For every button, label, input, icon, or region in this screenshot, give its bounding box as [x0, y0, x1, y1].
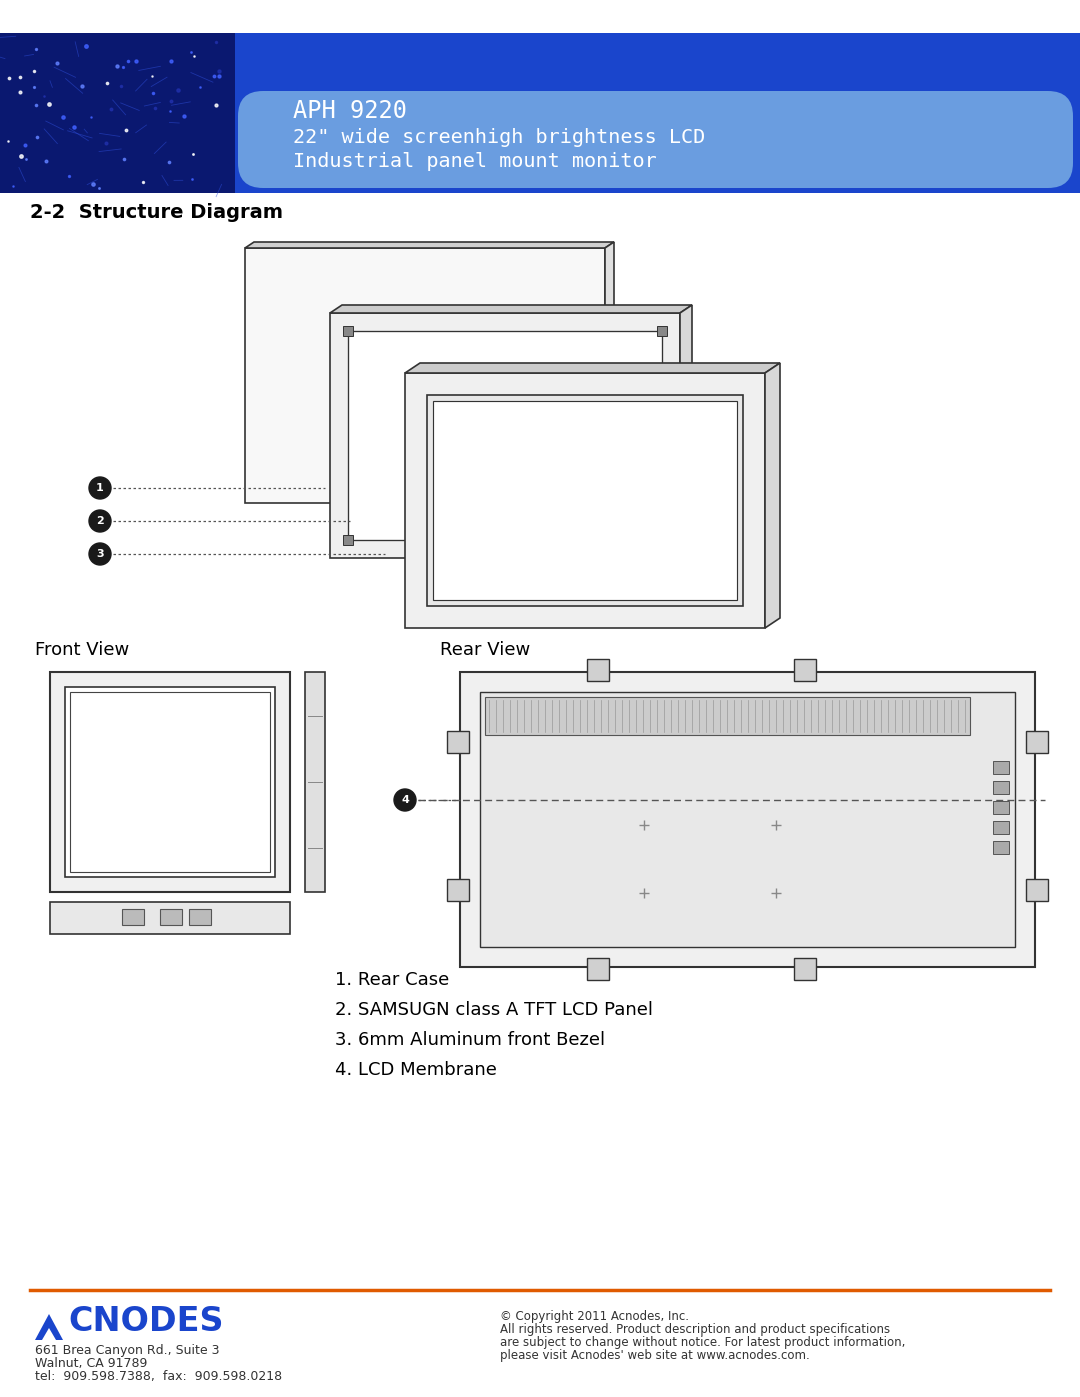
Bar	[50, 672, 291, 893]
Bar	[993, 841, 1009, 854]
Polygon shape	[680, 305, 692, 557]
Bar	[0, 34, 235, 193]
Text: 2: 2	[96, 515, 104, 527]
Bar	[460, 672, 1035, 967]
Bar	[480, 692, 1015, 947]
Bar	[657, 535, 667, 545]
Bar	[343, 326, 353, 337]
Bar	[161, 909, 183, 925]
Bar	[50, 902, 291, 935]
Text: © Copyright 2011 Acnodes, Inc.: © Copyright 2011 Acnodes, Inc.	[500, 1310, 689, 1323]
Text: 4: 4	[401, 795, 409, 805]
Text: 2-2  Structure Diagram: 2-2 Structure Diagram	[30, 203, 283, 222]
Text: 1. Rear Case: 1. Rear Case	[335, 971, 449, 989]
Text: 2. SAMSUGN class A TFT LCD Panel: 2. SAMSUGN class A TFT LCD Panel	[335, 1002, 653, 1018]
Polygon shape	[427, 395, 743, 606]
Bar	[993, 760, 1009, 774]
Text: 22" wide screenhigh brightness LCD: 22" wide screenhigh brightness LCD	[293, 129, 705, 147]
Polygon shape	[330, 305, 692, 313]
Circle shape	[394, 789, 416, 812]
Text: 3. 6mm Aluminum front Bezel: 3. 6mm Aluminum front Bezel	[335, 1031, 605, 1049]
Polygon shape	[245, 249, 605, 503]
Polygon shape	[42, 1329, 56, 1340]
Bar	[586, 659, 608, 680]
Text: 1: 1	[96, 483, 104, 493]
Text: 661 Brea Canyon Rd., Suite 3: 661 Brea Canyon Rd., Suite 3	[35, 1344, 219, 1356]
Bar	[993, 820, 1009, 834]
Text: All rights reserved. Product description and product specifications: All rights reserved. Product description…	[500, 1323, 890, 1336]
Bar	[1026, 731, 1049, 753]
Text: 4. LCD Membrane: 4. LCD Membrane	[335, 1060, 497, 1078]
Polygon shape	[433, 401, 737, 599]
Polygon shape	[348, 331, 662, 541]
Text: Rear View: Rear View	[440, 641, 530, 659]
Bar	[447, 879, 469, 901]
Text: are subject to change without notice. For latest product information,: are subject to change without notice. Fo…	[500, 1336, 905, 1350]
Polygon shape	[35, 1315, 63, 1340]
Bar	[993, 781, 1009, 793]
Polygon shape	[330, 313, 680, 557]
Text: tel:  909.598.7388,  fax:  909.598.0218: tel: 909.598.7388, fax: 909.598.0218	[35, 1370, 282, 1383]
Bar	[1026, 879, 1049, 901]
Bar	[122, 909, 144, 925]
Bar	[70, 692, 270, 872]
Circle shape	[89, 543, 111, 564]
Bar	[65, 687, 275, 877]
Polygon shape	[405, 373, 765, 629]
Bar	[0, 34, 1080, 193]
Bar	[343, 535, 353, 545]
Bar	[586, 958, 608, 981]
FancyBboxPatch shape	[238, 91, 1074, 189]
Bar	[794, 659, 815, 680]
Circle shape	[89, 476, 111, 499]
Text: 3: 3	[96, 549, 104, 559]
Text: CNODES: CNODES	[68, 1305, 224, 1338]
Polygon shape	[245, 242, 615, 249]
Text: please visit Acnodes' web site at www.acnodes.com.: please visit Acnodes' web site at www.ac…	[500, 1350, 810, 1362]
Polygon shape	[765, 363, 780, 629]
Text: Walnut, CA 91789: Walnut, CA 91789	[35, 1356, 147, 1370]
Circle shape	[89, 510, 111, 532]
Bar	[189, 909, 212, 925]
Text: APH 9220: APH 9220	[293, 99, 407, 123]
Bar	[447, 731, 469, 753]
Bar	[657, 326, 667, 337]
Bar	[794, 958, 815, 981]
Polygon shape	[405, 363, 780, 373]
Polygon shape	[605, 242, 615, 503]
Text: Front View: Front View	[35, 641, 130, 659]
Text: Industrial panel mount monitor: Industrial panel mount monitor	[293, 152, 657, 170]
Bar	[993, 800, 1009, 813]
Bar	[305, 672, 325, 893]
Bar	[485, 697, 970, 735]
